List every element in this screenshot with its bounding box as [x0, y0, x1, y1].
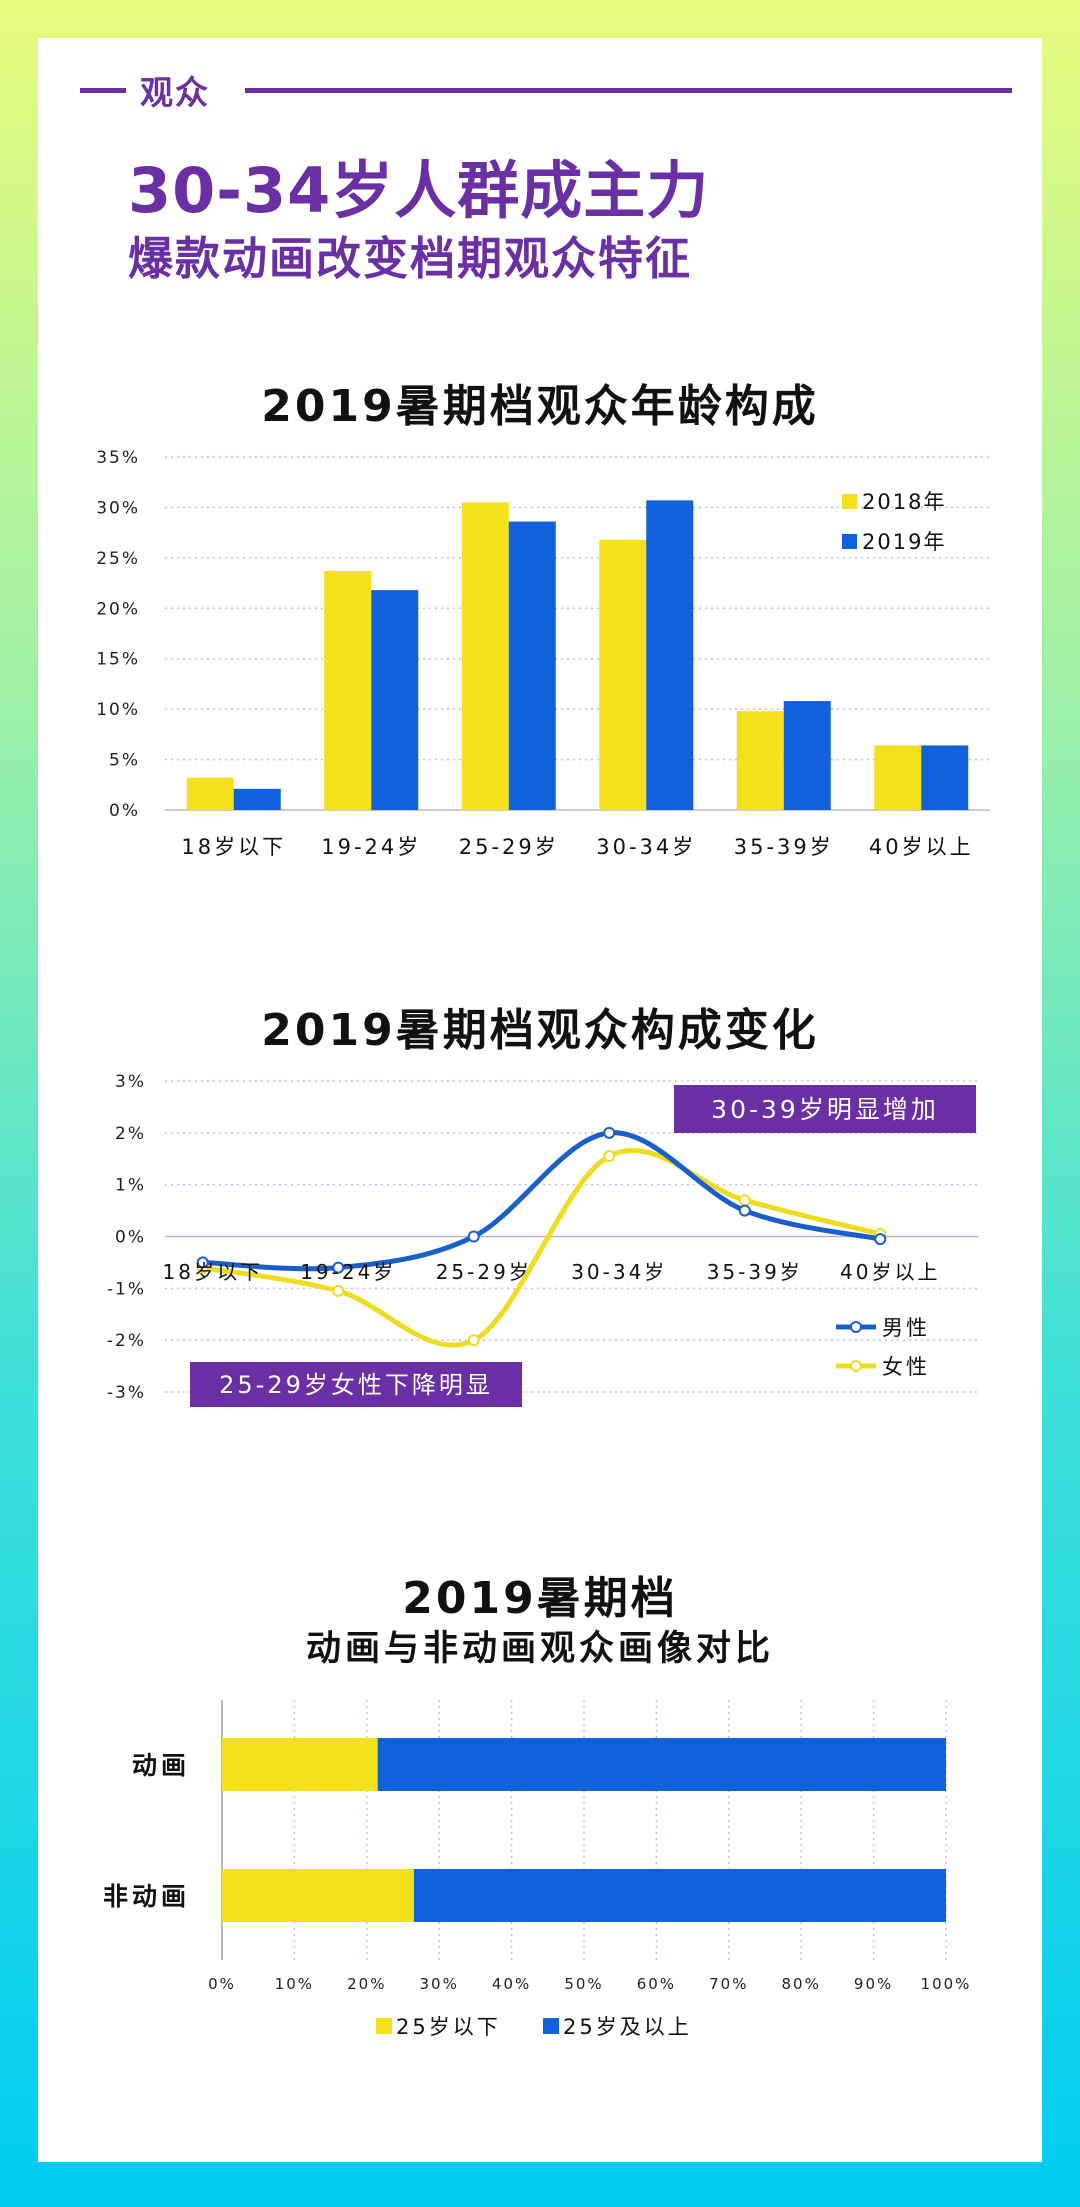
point-male [467, 1230, 480, 1243]
annotation-increase: 30-39岁明显增加 [711, 1095, 939, 1124]
point-male [874, 1233, 887, 1246]
x-tick-label: 40岁以上 [840, 1260, 940, 1284]
x-tick-label: 60% [637, 1975, 676, 1993]
y-tick-label: 15% [96, 650, 140, 670]
headline: 30-34岁人群成主力 [128, 154, 710, 227]
chart3-title: 2019暑期档 [402, 1573, 678, 1624]
y-tick-label: -2% [107, 1331, 146, 1351]
x-tick-label: 30-34岁 [596, 835, 696, 859]
bar-2019 [371, 590, 419, 810]
point-male [603, 1126, 616, 1139]
x-tick-label: 18岁以下 [163, 1260, 263, 1284]
legend-swatch [376, 2018, 392, 2034]
legend-marker [850, 1360, 862, 1372]
bar-2018 [736, 711, 784, 810]
y-tick-label: 35% [96, 448, 140, 468]
x-tick-label: 90% [854, 1975, 893, 1993]
x-tick-label: 18岁以下 [181, 835, 286, 859]
bar-2019 [233, 788, 281, 810]
x-tick-label: 35-39岁 [734, 835, 834, 859]
x-tick-label: 25-29岁 [459, 835, 559, 859]
legend-marker [850, 1321, 862, 1333]
bar-segment-under-25 [222, 1738, 378, 1791]
header-rule-left [80, 88, 126, 93]
legend-swatch [543, 2018, 559, 2034]
x-tick-label: 30% [420, 1975, 459, 1993]
bar-2018 [874, 745, 922, 810]
section-header: 观众 [80, 66, 1012, 112]
point-male [332, 1261, 345, 1274]
legend-label: 25岁以下 [396, 2015, 501, 2039]
annotation-decrease: 25-29岁女性下降明显 [219, 1371, 493, 1399]
x-tick-label: 70% [709, 1975, 748, 1993]
point-female [603, 1150, 616, 1163]
header-rule-right [245, 88, 1012, 93]
legend-swatch [842, 494, 857, 509]
y-tick-label: -3% [107, 1383, 146, 1403]
annotation-box [190, 1362, 522, 1407]
x-tick-label: 0% [208, 1975, 236, 1993]
x-tick-label: 40岁以上 [869, 835, 974, 859]
bar-chart-age: 0% 5% 10% 15% 20% 25% 30% 35% 18岁以下 19-24岁 25-29岁 3… [96, 448, 990, 859]
x-tick-label: 20% [347, 1975, 386, 1993]
line-chart-change: 3% 2% 1% 0% -1% -2% -3% 18岁以下 19-24岁 25-29岁 30-34岁… [107, 1072, 978, 1407]
x-tick-label: 19-24岁 [300, 1260, 396, 1284]
y-tick-label: 2% [115, 1124, 146, 1144]
section-label: 观众 [140, 73, 210, 112]
legend-label: 2019年 [862, 530, 946, 554]
bar-segment-under-25 [222, 1869, 414, 1922]
bar-2018 [599, 539, 647, 810]
line-male [202, 1130, 881, 1272]
y-tick-label: 10% [96, 700, 140, 720]
y-tick-label: 30% [96, 498, 140, 518]
bar-2019 [508, 521, 556, 810]
bar-segment-25-plus [413, 1869, 946, 1922]
y-category-label: 非动画 [103, 1882, 190, 1911]
legend-label: 男性 [882, 1316, 930, 1340]
x-tick-label: 35-39岁 [707, 1260, 803, 1284]
x-tick-label: 40% [492, 1975, 531, 1993]
y-tick-label: 5% [109, 751, 140, 771]
bar-2019 [921, 745, 969, 810]
point-female [738, 1194, 751, 1207]
chart3-subtitle: 动画与非动画观众画像对比 [305, 1629, 774, 1669]
point-female [332, 1284, 345, 1297]
point-male [738, 1204, 751, 1217]
x-tick-label: 30-34岁 [571, 1260, 667, 1284]
subheadline: 爆款动画改变档期观众特征 [128, 232, 693, 285]
y-tick-label: 0% [115, 1228, 146, 1248]
x-tick-label: 100% [921, 1975, 972, 1993]
bar-2019 [783, 701, 831, 810]
y-tick-label: 3% [115, 1072, 146, 1092]
bar-2018 [461, 502, 509, 810]
legend-label: 2018年 [862, 490, 946, 514]
x-tick-label: 19-24岁 [321, 835, 421, 859]
bar-segment-25-plus [377, 1738, 946, 1791]
legend-label: 25岁及以上 [563, 2015, 692, 2039]
y-category-label: 动画 [132, 1751, 190, 1780]
annotation-box [674, 1085, 976, 1133]
y-tick-label: 20% [96, 599, 140, 619]
legend-label: 女性 [882, 1355, 930, 1379]
y-tick-label: 25% [96, 549, 140, 569]
chart1-title: 2019暑期档观众年龄构成 [261, 381, 819, 432]
bar-2019 [646, 500, 694, 810]
bar-2018 [186, 777, 234, 810]
x-tick-label: 10% [275, 1975, 314, 1993]
chart2-title: 2019暑期档观众构成变化 [261, 1005, 819, 1056]
point-male [196, 1256, 209, 1269]
point-female [467, 1334, 480, 1347]
y-tick-label: 0% [109, 801, 140, 821]
legend-swatch [842, 534, 857, 549]
y-tick-label: 1% [115, 1176, 146, 1196]
bar-2018 [324, 570, 372, 810]
y-tick-label: -1% [107, 1279, 146, 1299]
x-tick-label: 80% [782, 1975, 821, 1993]
x-tick-label: 50% [564, 1975, 603, 1993]
x-tick-label: 25-29岁 [436, 1260, 532, 1284]
